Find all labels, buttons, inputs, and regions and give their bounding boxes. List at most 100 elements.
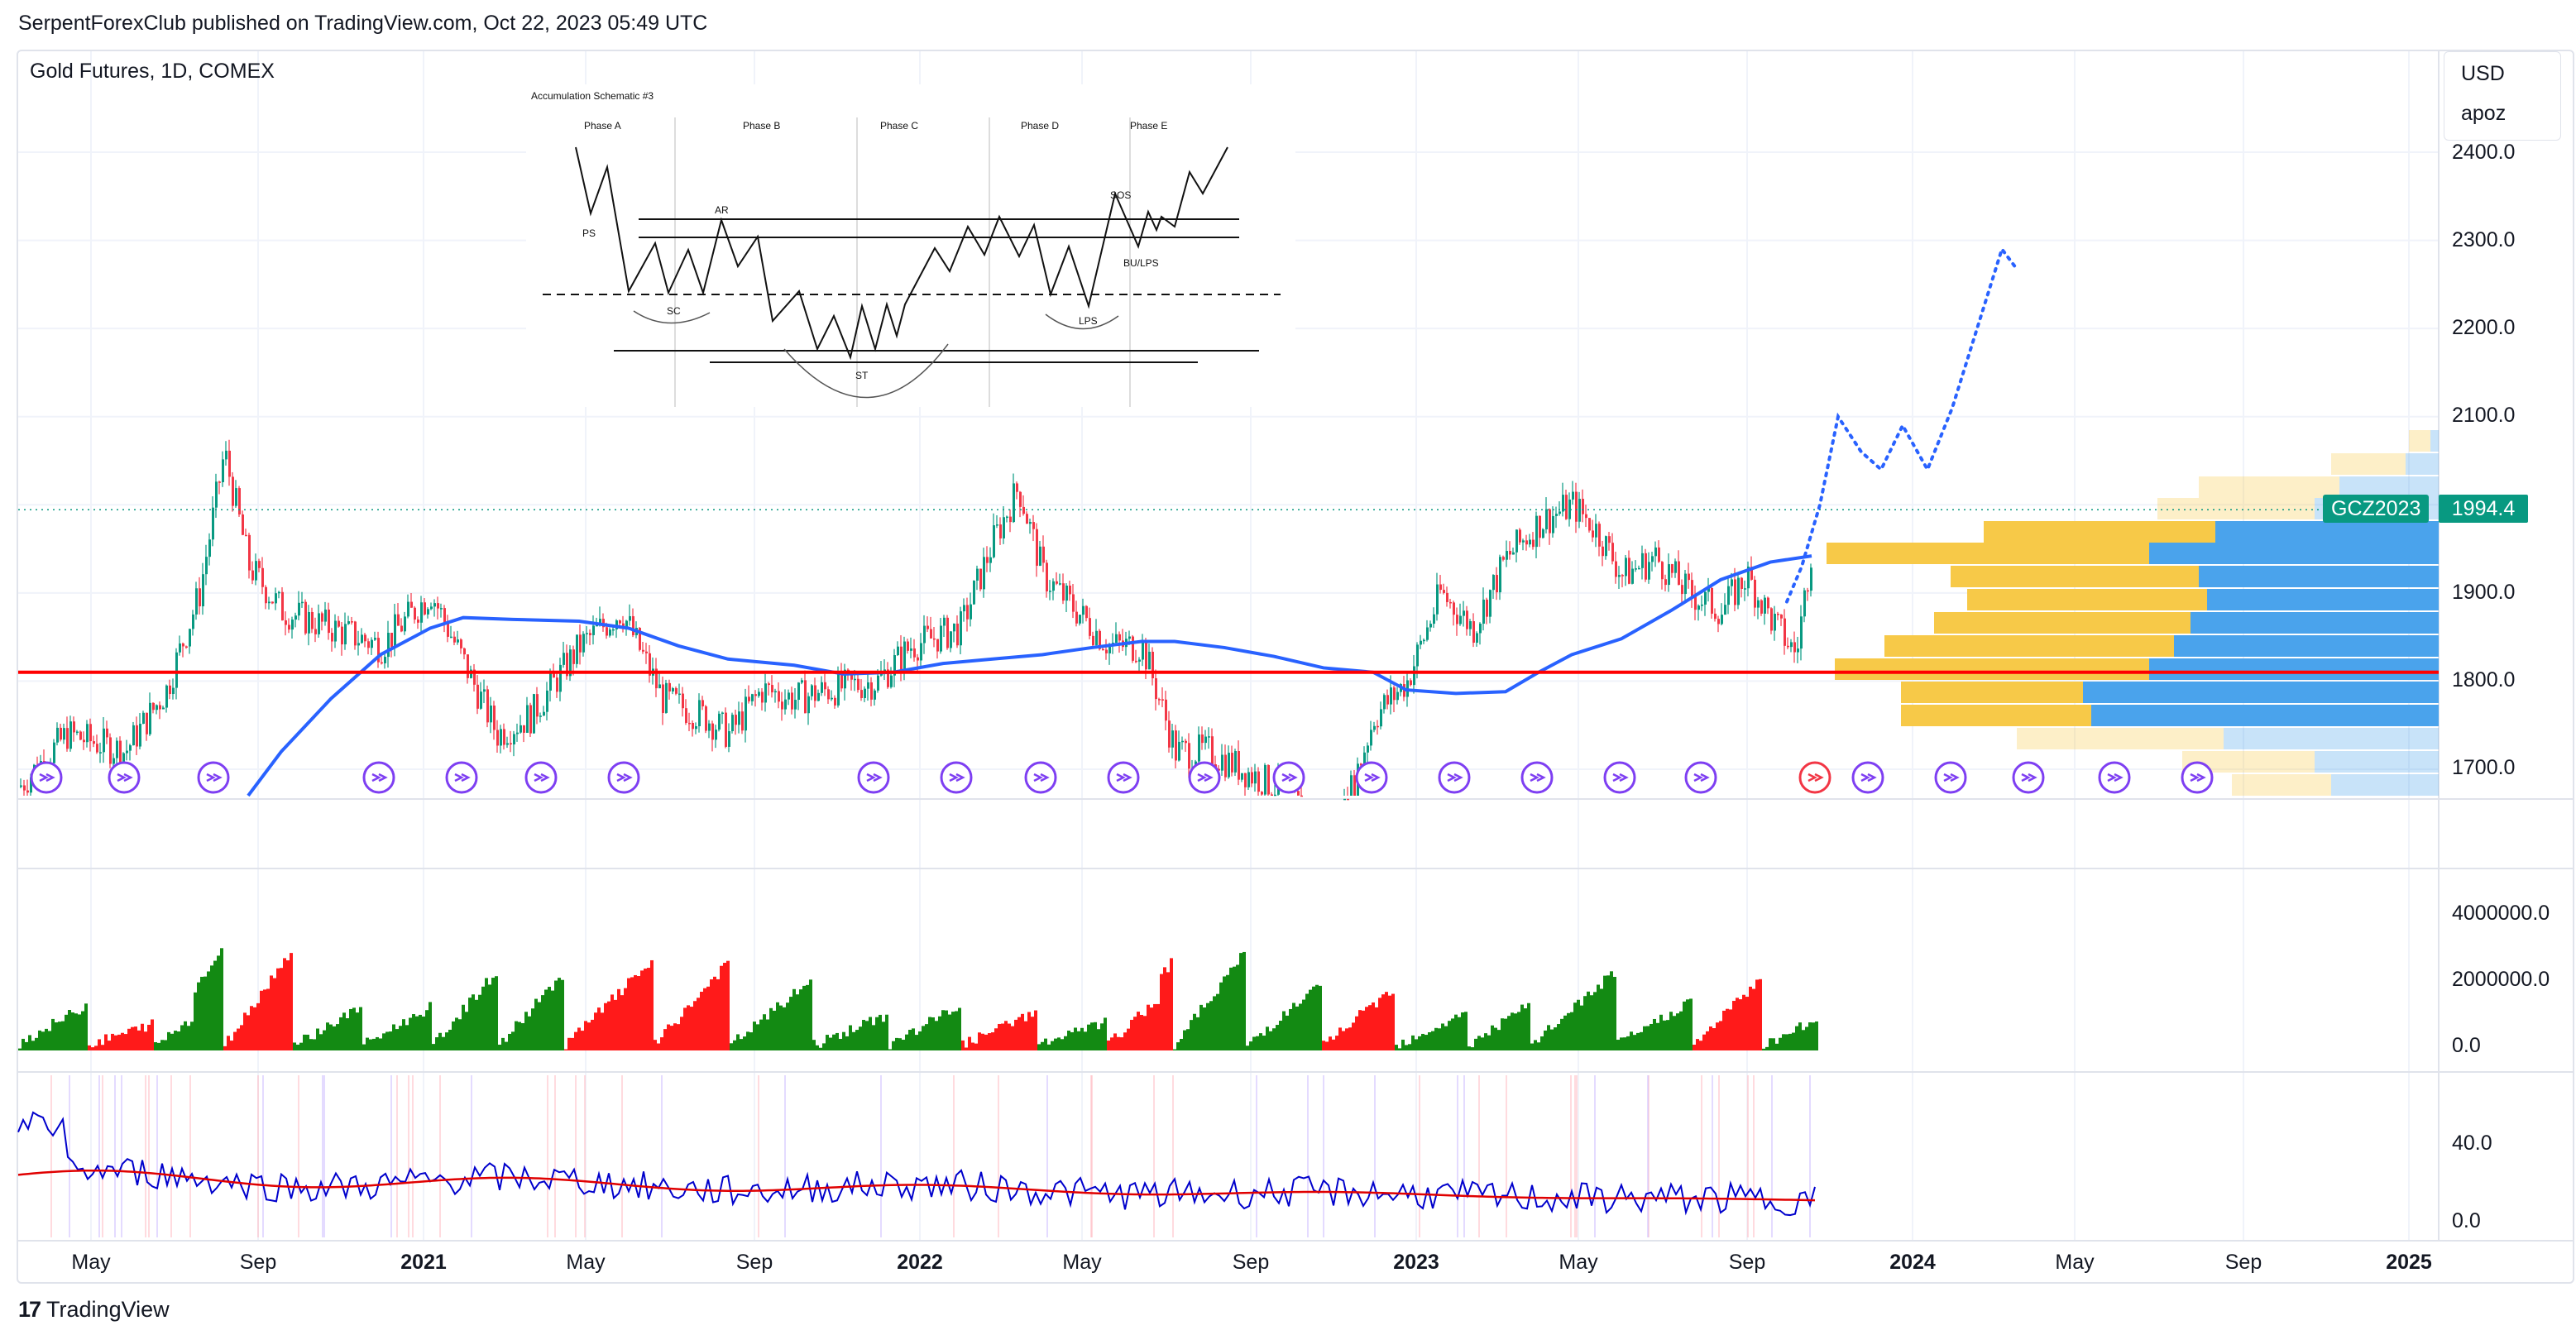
volume-bar xyxy=(385,1031,389,1050)
volume-bar xyxy=(743,1036,746,1050)
volume-bar xyxy=(938,1016,941,1050)
tradingview-logo[interactable]: 17 TradingView xyxy=(18,1297,170,1323)
volume-bar xyxy=(1391,993,1395,1050)
volume-bar xyxy=(630,977,634,1050)
volume-bar xyxy=(1094,1022,1097,1050)
volume-bar xyxy=(61,1021,65,1050)
candle-body xyxy=(1003,517,1005,538)
volume-bar xyxy=(524,1012,528,1050)
volume-bar xyxy=(571,1037,574,1050)
candle-body xyxy=(917,657,919,661)
volume-bar xyxy=(1481,1037,1484,1050)
candle-body xyxy=(268,601,271,604)
volume-bar xyxy=(1031,1017,1034,1050)
candle-body xyxy=(235,488,237,506)
volume-bar xyxy=(746,1031,749,1050)
currency-label[interactable]: USD xyxy=(2461,62,2505,85)
volume-bar xyxy=(177,1031,180,1050)
candle-body xyxy=(1707,587,1710,592)
candle-body xyxy=(986,557,989,563)
volume-profile-down-bar xyxy=(2331,774,2439,796)
candle-body xyxy=(1201,734,1204,744)
volume-bar xyxy=(538,1002,541,1050)
candle-body xyxy=(69,721,72,749)
candle-body xyxy=(76,731,79,734)
volume-bar xyxy=(352,1007,356,1050)
candle-body xyxy=(1463,610,1465,616)
candle-body xyxy=(1585,514,1587,519)
volume-bar xyxy=(1507,1016,1511,1050)
candle-body xyxy=(741,711,744,731)
volume-bar xyxy=(223,1046,227,1050)
volume-bar xyxy=(1514,1013,1517,1050)
volume-bar xyxy=(700,992,703,1050)
volume-bar xyxy=(1170,958,1173,1050)
candle-body xyxy=(563,653,565,665)
candle-body xyxy=(797,682,800,701)
volume-bar xyxy=(1329,1036,1332,1050)
candle-body xyxy=(1228,753,1230,778)
candle-body xyxy=(347,621,350,624)
volume-bar xyxy=(1656,1022,1659,1050)
price-tick: 1900.0 xyxy=(2452,581,2516,604)
phase-d-label: Phase D xyxy=(1021,120,1059,132)
candle-body xyxy=(860,690,863,698)
candle-body xyxy=(1069,586,1071,595)
candle-body xyxy=(1089,618,1091,636)
candle-body xyxy=(1198,734,1200,762)
candle-body xyxy=(457,639,459,643)
candle-body xyxy=(182,643,184,647)
volume-bar xyxy=(978,1032,981,1050)
volume-bar xyxy=(266,988,270,1050)
candle-body xyxy=(1549,509,1551,534)
candle-body xyxy=(1446,592,1448,602)
volume-bar xyxy=(227,1036,230,1050)
volume-bar xyxy=(836,1032,839,1050)
volume-bar xyxy=(1315,984,1319,1050)
candle-body xyxy=(1386,695,1389,705)
volume-profile-up-bar xyxy=(2199,476,2339,498)
candle-body xyxy=(1618,575,1621,577)
candle-body xyxy=(480,691,482,709)
volume-bar xyxy=(1365,1007,1368,1050)
candle-body xyxy=(1664,579,1667,586)
volume-bar xyxy=(988,1033,991,1050)
volume-bar xyxy=(1077,1031,1080,1050)
candle-body xyxy=(56,727,59,743)
candle-body xyxy=(1006,516,1008,519)
volume-bar xyxy=(683,1007,687,1050)
volume-bar xyxy=(922,1026,925,1050)
volume-bar xyxy=(250,1006,253,1050)
volume-bar xyxy=(121,1032,124,1050)
candle-body xyxy=(261,567,264,587)
volume-profile-up-bar xyxy=(2331,453,2406,475)
volume-bar xyxy=(1772,1038,1775,1050)
candle-body xyxy=(1641,553,1644,568)
volume-bar xyxy=(1431,1031,1434,1050)
candle-body xyxy=(1426,627,1429,640)
volume-bar xyxy=(1570,1012,1573,1050)
lps-label: LPS xyxy=(1079,315,1098,327)
volume-bar xyxy=(1130,1019,1133,1050)
event-arrow-icon xyxy=(454,773,471,782)
candle-body xyxy=(592,625,595,635)
currency-box[interactable]: USD apoz xyxy=(2444,51,2561,141)
volume-bar xyxy=(680,1017,683,1050)
symbol-title[interactable]: Gold Futures, 1D, COMEX xyxy=(30,60,275,83)
scale-mode-label[interactable]: apoz xyxy=(2461,102,2507,125)
candle-body xyxy=(496,730,499,746)
candle-body xyxy=(493,706,496,730)
candle-body xyxy=(523,725,525,733)
candle-body xyxy=(1476,633,1478,644)
volume-bar xyxy=(1484,1033,1487,1050)
candle-body xyxy=(1512,552,1515,555)
candle-body xyxy=(1625,557,1627,577)
candle-body xyxy=(467,654,469,678)
candle-body xyxy=(625,620,628,629)
chart-frame xyxy=(17,50,2574,1284)
volume-bar xyxy=(1808,1022,1812,1050)
time-tick: Sep xyxy=(239,1251,277,1274)
candle-body xyxy=(1648,562,1650,580)
candle-body xyxy=(579,634,582,653)
